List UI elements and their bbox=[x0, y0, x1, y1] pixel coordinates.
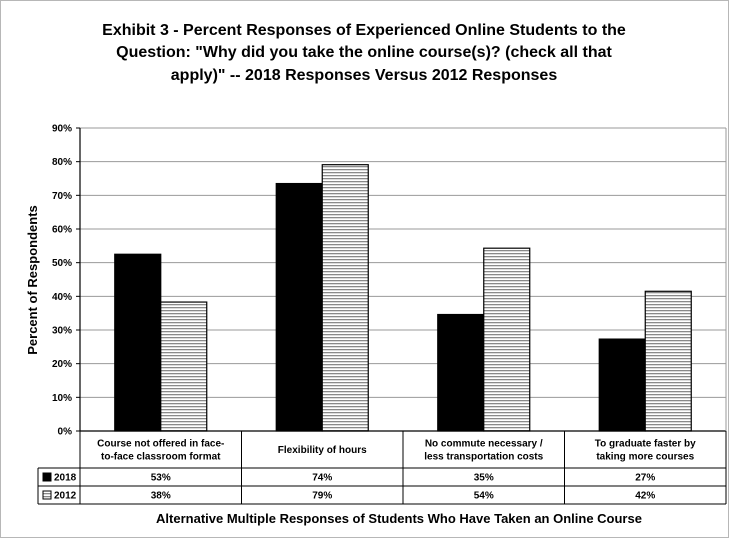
y-tick-label: 50% bbox=[52, 258, 72, 269]
data-label-2018-0: 53% bbox=[151, 473, 171, 484]
legend-key-2018 bbox=[42, 472, 52, 482]
data-label-2018-1: 74% bbox=[312, 473, 332, 484]
category-label-0: Course not offered in face- bbox=[97, 439, 224, 450]
y-tick-label: 60% bbox=[52, 225, 72, 236]
y-axis-ticks: 0% 10% 20% 30% 40% 50% 60% 70% 80% 90% bbox=[52, 124, 80, 438]
data-label-2012-0: 38% bbox=[151, 491, 171, 502]
data-label-2018-3: 27% bbox=[635, 473, 655, 484]
plot-axes bbox=[79, 128, 727, 432]
chart-title: Exhibit 3 - Percent Responses of Experie… bbox=[102, 22, 626, 84]
bar-2018-3 bbox=[598, 338, 646, 432]
category-label-2: less transportation costs bbox=[424, 452, 543, 463]
legend-label-2012: 2012 bbox=[54, 491, 77, 502]
data-label-2012-3: 42% bbox=[635, 491, 655, 502]
bar-2018-0 bbox=[114, 253, 162, 432]
y-tick-label: 40% bbox=[52, 292, 72, 303]
category-label-3: To graduate faster by bbox=[595, 439, 696, 450]
category-label-2: No commute necessary / bbox=[425, 439, 543, 450]
category-label-3: taking more courses bbox=[596, 452, 694, 463]
category-label-0: to-face classroom format bbox=[101, 452, 221, 463]
x-axis-label: Alternative Multiple Responses of Studen… bbox=[156, 511, 642, 526]
bar-2018-2 bbox=[437, 313, 485, 432]
data-label-2018-2: 35% bbox=[474, 473, 494, 484]
bar-2012-3 bbox=[644, 290, 692, 432]
bar-2012-1 bbox=[321, 164, 369, 432]
bars bbox=[114, 164, 692, 432]
chart-title-line-2: Question: "Why did you take the online c… bbox=[116, 44, 612, 61]
legend-label-2018: 2018 bbox=[54, 473, 77, 484]
y-tick-label: 0% bbox=[58, 427, 73, 438]
bar-2012-0 bbox=[160, 301, 208, 432]
bar-2018-1 bbox=[275, 182, 323, 432]
data-label-2012-1: 79% bbox=[312, 491, 332, 502]
bar-2012-2 bbox=[483, 247, 531, 432]
y-tick-label: 80% bbox=[52, 157, 72, 168]
chart-title-line-3: apply)" -- 2018 Responses Versus 2012 Re… bbox=[171, 67, 558, 84]
y-tick-label: 30% bbox=[52, 326, 72, 337]
data-label-2012-2: 54% bbox=[474, 491, 494, 502]
data-table: Course not offered in face-to-face class… bbox=[37, 430, 727, 505]
chart-title-line-1: Exhibit 3 - Percent Responses of Experie… bbox=[102, 22, 626, 39]
category-label-1: Flexibility of hours bbox=[278, 445, 367, 456]
legend-key-2012 bbox=[42, 490, 52, 500]
y-axis-label: Percent of Respondents bbox=[25, 205, 40, 355]
y-tick-label: 20% bbox=[52, 359, 72, 370]
y-tick-label: 10% bbox=[52, 393, 72, 404]
y-tick-label: 70% bbox=[52, 191, 72, 202]
y-tick-label: 90% bbox=[52, 124, 72, 135]
